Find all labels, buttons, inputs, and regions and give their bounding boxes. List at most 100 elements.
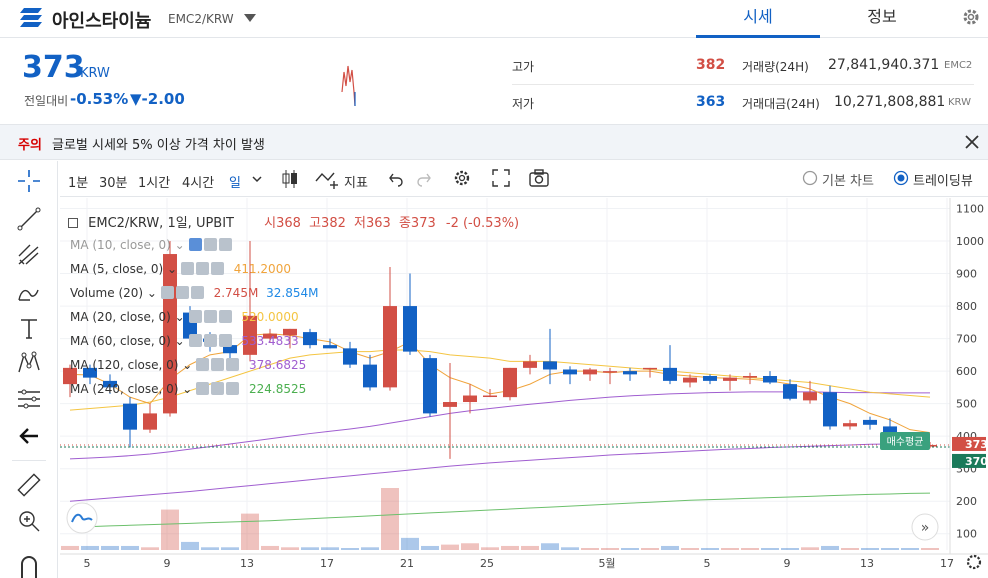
interval-30m[interactable]: 30분 xyxy=(99,176,128,191)
indicator-remove-icon[interactable] xyxy=(218,334,232,347)
crosshair-icon[interactable] xyxy=(16,168,42,194)
volume-bar xyxy=(361,547,379,550)
indicator-settings-icon[interactable] xyxy=(203,238,217,251)
pair-dropdown-caret-icon[interactable] xyxy=(244,14,256,22)
brush-icon[interactable] xyxy=(16,280,42,306)
trend-line-icon[interactable] xyxy=(16,206,42,232)
candle-body xyxy=(543,361,557,370)
visibility-toggle-icon[interactable] xyxy=(188,334,202,347)
interval-4h[interactable]: 4시간 xyxy=(182,176,215,191)
indicator-button[interactable]: 지표 xyxy=(344,176,368,191)
indicator-remove-icon[interactable] xyxy=(226,382,240,395)
candle-body xyxy=(223,345,237,354)
volume-bars xyxy=(61,488,939,550)
legend-collapse-icon[interactable] xyxy=(68,218,78,228)
tools-divider xyxy=(12,460,46,461)
tradingview-radio[interactable] xyxy=(893,170,909,186)
pitchfork-icon[interactable] xyxy=(16,242,42,268)
visibility-toggle-icon[interactable] xyxy=(180,262,194,275)
magnet-icon[interactable] xyxy=(16,552,42,578)
basic-chart-label[interactable]: 기본 차트 xyxy=(822,174,874,189)
zoom-in-icon[interactable] xyxy=(16,508,42,534)
tradingview-label[interactable]: 트레이딩뷰 xyxy=(913,174,973,189)
indicator-remove-icon[interactable] xyxy=(226,358,240,371)
price-tick-label: 1100 xyxy=(956,203,984,216)
candles xyxy=(63,241,937,459)
interval-1m[interactable]: 1분 xyxy=(68,176,89,191)
interval-1d[interactable]: 일 xyxy=(229,176,241,191)
legend-ma120: MA (120, close, 0) ⌄ 378.6825 xyxy=(70,358,307,372)
indicator-icon[interactable] xyxy=(314,169,340,189)
ruler-icon[interactable] xyxy=(16,472,42,498)
interval-1h[interactable]: 1시간 xyxy=(138,176,171,191)
indicator-settings-icon[interactable] xyxy=(195,262,209,275)
volume-bar xyxy=(161,509,179,550)
low-value: 363 xyxy=(696,94,726,110)
redo-icon[interactable] xyxy=(416,171,432,187)
candle-body xyxy=(863,419,877,425)
fullscreen-icon[interactable] xyxy=(491,168,511,188)
visibility-toggle-icon[interactable] xyxy=(196,358,210,371)
tab-info[interactable]: 정보 xyxy=(867,7,897,26)
legend-low: 363 xyxy=(365,216,391,231)
indicator-settings-icon[interactable] xyxy=(211,358,225,371)
price-tick-label: 1000 xyxy=(956,235,984,248)
indicator-remove-icon[interactable] xyxy=(218,310,232,323)
indicator-settings-icon[interactable] xyxy=(203,334,217,347)
scroll-to-end-button[interactable]: » xyxy=(911,513,939,541)
candle-body xyxy=(343,348,357,365)
legend-high: 382 xyxy=(321,216,346,231)
indicator-settings-icon[interactable] xyxy=(175,286,189,299)
visibility-toggle-icon[interactable] xyxy=(188,238,202,251)
undo-icon[interactable] xyxy=(388,171,404,187)
price-tick-label: 900 xyxy=(956,268,977,281)
volume-bar xyxy=(521,545,539,550)
arrow-back-icon[interactable] xyxy=(16,423,42,449)
candle-body xyxy=(83,367,97,378)
high-label: 고가 xyxy=(512,60,535,74)
visibility-toggle-icon[interactable] xyxy=(160,286,174,299)
indicator-settings-icon[interactable] xyxy=(211,382,225,395)
price-tick-label: 500 xyxy=(956,398,977,411)
basic-chart-radio[interactable] xyxy=(802,170,818,186)
settings-gear-icon[interactable] xyxy=(960,6,982,28)
notice-bar xyxy=(0,124,988,160)
volume-unit: EMC2 xyxy=(944,60,973,71)
visibility-toggle-icon[interactable] xyxy=(188,310,202,323)
interval-dropdown-icon[interactable] xyxy=(252,175,262,183)
indicator-settings-icon[interactable] xyxy=(203,310,217,323)
candle-body xyxy=(303,332,317,346)
indicator-remove-icon[interactable] xyxy=(210,262,224,275)
indicator-remove-icon[interactable] xyxy=(218,238,232,251)
legend-ma240-name: MA (240, close, 0) xyxy=(70,382,179,396)
candle-body xyxy=(603,371,617,373)
time-tick-label: 17 xyxy=(940,557,954,570)
close-icon[interactable] xyxy=(964,134,980,150)
legend-ma240-value: 224.8525 xyxy=(248,382,307,396)
current-price: 373 xyxy=(22,50,85,85)
volume-bar xyxy=(761,548,779,550)
pattern-icon[interactable] xyxy=(16,350,42,376)
text-tool-icon[interactable] xyxy=(16,316,42,342)
upbit-logo-icon xyxy=(20,8,42,27)
axis-settings-gear-icon[interactable] xyxy=(966,554,982,570)
volume-bar xyxy=(681,548,699,550)
camera-icon[interactable] xyxy=(528,168,550,188)
candle-type-icon[interactable] xyxy=(280,168,300,190)
chart-settings-gear-icon[interactable] xyxy=(452,168,472,188)
price-tick-label: 800 xyxy=(956,300,977,313)
candle-body xyxy=(523,361,537,368)
legend-high-label: 고 xyxy=(309,216,322,231)
volume-bar xyxy=(101,545,119,550)
candle-body xyxy=(283,328,297,336)
candle-body xyxy=(803,392,817,401)
fib-levels-icon[interactable] xyxy=(16,386,42,412)
tv-logo-icon[interactable] xyxy=(66,502,98,534)
candle-body xyxy=(323,345,337,349)
tab-quote[interactable]: 시세 xyxy=(696,0,820,38)
candle-body xyxy=(723,377,737,381)
visibility-toggle-icon[interactable] xyxy=(196,382,210,395)
double-chevron-right-icon[interactable]: » xyxy=(921,520,930,536)
indicator-remove-icon[interactable] xyxy=(190,286,204,299)
